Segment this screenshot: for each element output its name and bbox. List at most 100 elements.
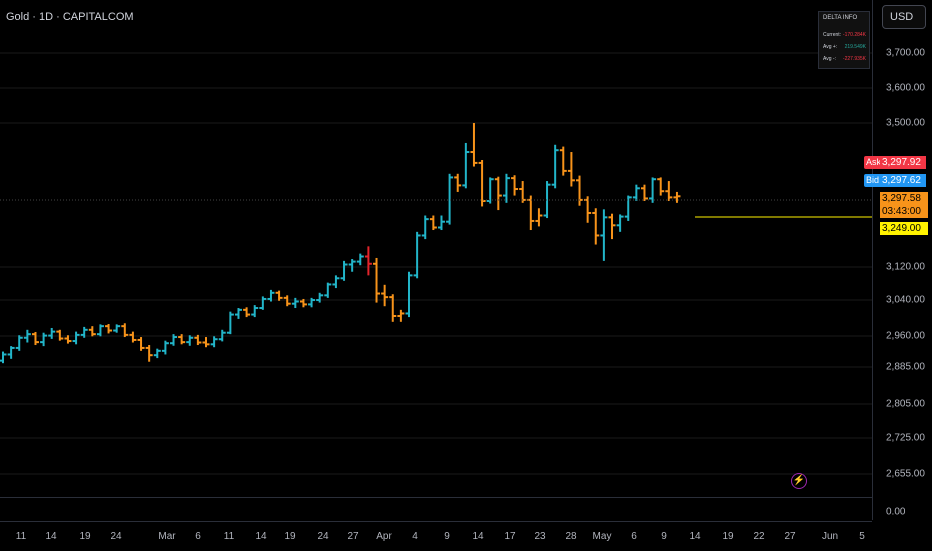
ohlc-bar	[186, 335, 194, 346]
ohlc-bar	[48, 327, 56, 339]
ohlc-bar	[543, 181, 551, 219]
ohlc-bar	[202, 337, 210, 348]
price-tick: 3,500.00	[886, 117, 925, 129]
time-tick: 9	[444, 531, 450, 542]
ohlc-bar	[299, 298, 307, 308]
time-tick: Jun	[821, 531, 839, 542]
ohlc-bar	[137, 337, 145, 351]
ohlc-bar	[291, 297, 299, 309]
delta-value: 219.549K	[844, 44, 866, 50]
bar-countdown: 03:43:00	[880, 205, 928, 218]
indicator-pane[interactable]	[0, 497, 872, 522]
delta-info-title: DELTA INFO	[823, 15, 858, 21]
ohlc-bar	[446, 173, 454, 225]
ohlc-bar	[494, 176, 502, 211]
ohlc-bar	[373, 257, 381, 303]
ohlc-bar	[332, 275, 340, 289]
price-tick: 3,600.00	[886, 82, 925, 94]
ask-tag: Ask	[864, 156, 882, 169]
alert-price-label[interactable]: 3,249.00	[880, 222, 928, 235]
ohlc-bar	[673, 191, 681, 203]
ohlc-bar	[462, 142, 470, 189]
price-tick: 0.00	[886, 506, 906, 518]
ohlc-bar	[0, 351, 7, 364]
time-tick: Mar	[158, 531, 176, 542]
time-tick: 17	[504, 531, 516, 542]
ohlc-bar	[31, 331, 39, 346]
ohlc-bar	[275, 290, 283, 301]
price-tick: 2,655.00	[886, 468, 925, 480]
ohlc-bar	[7, 346, 15, 359]
ohlc-bar	[308, 297, 316, 308]
ohlc-bar	[105, 323, 113, 334]
time-tick: 19	[79, 531, 91, 542]
price-scale[interactable]: 3,700.00 3,600.00 3,500.00 3,120.00 3,04…	[872, 0, 932, 520]
ohlc-bar	[389, 294, 397, 322]
ohlc-bar	[170, 334, 178, 346]
price-chart[interactable]	[0, 0, 872, 497]
symbol-title[interactable]: Gold · 1D · CAPITALCOM	[6, 11, 134, 23]
ohlc-bar	[551, 144, 559, 189]
time-tick: 24	[110, 531, 122, 542]
ohlc-bar	[405, 271, 413, 318]
time-tick: 14	[689, 531, 701, 542]
time-tick: 14	[472, 531, 484, 542]
ohlc-bar	[502, 173, 510, 203]
ohlc-bar	[243, 307, 251, 318]
ohlc-bar	[470, 123, 478, 167]
ohlc-bar	[23, 329, 31, 343]
ohlc-bar	[259, 296, 267, 310]
ohlc-bar	[72, 331, 80, 345]
chart-area[interactable]: Gold · 1D · CAPITALCOM	[0, 0, 872, 497]
delta-value: -227.935K	[842, 56, 866, 62]
ohlc-bar	[527, 195, 535, 231]
ohlc-bar	[226, 311, 234, 335]
delta-info-panel: DELTA INFO Current: -170.284K Avg +: 219…	[818, 11, 870, 69]
delta-label: Current:	[823, 32, 842, 38]
price-tick: 3,700.00	[886, 47, 925, 59]
ohlc-bar	[600, 209, 608, 261]
ohlc-bar	[80, 326, 88, 338]
ohlc-bar	[592, 208, 600, 245]
price-tick: 2,960.00	[886, 330, 925, 342]
time-axis[interactable]: 11 14 19 24 Mar 6 11 14 19 24 27 Apr 4 9…	[0, 521, 872, 551]
ohlc-bar	[129, 331, 137, 343]
ohlc-bar	[454, 173, 462, 192]
ohlc-bar	[348, 259, 356, 272]
currency-button[interactable]: USD	[882, 5, 926, 29]
ohlc-bar	[218, 329, 226, 342]
ohlc-bar	[251, 305, 259, 318]
lightning-icon[interactable]: ⚡	[791, 473, 807, 489]
ohlc-bar	[15, 335, 23, 351]
ohlc-bar	[96, 324, 104, 337]
ohlc-bar	[88, 326, 96, 337]
ohlc-bar	[178, 334, 186, 345]
time-tick: 4	[412, 531, 418, 542]
time-tick: 23	[534, 531, 546, 542]
ohlc-bar	[145, 345, 153, 362]
delta-label: Avg -:	[823, 56, 836, 62]
ohlc-bar	[608, 213, 616, 240]
time-tick: 11	[15, 531, 27, 542]
bid-price-label: 3,297.62	[880, 174, 926, 187]
ohlc-bar	[381, 284, 389, 307]
ohlc-bar	[153, 348, 161, 359]
delta-row-avg-plus: Avg +: 219.549K	[823, 44, 866, 52]
time-tick: 11	[223, 531, 235, 542]
time-tick: 6	[195, 531, 201, 542]
ohlc-bar	[234, 308, 242, 319]
time-tick: 28	[565, 531, 577, 542]
ohlc-bar	[40, 332, 48, 347]
ohlc-bar	[194, 334, 202, 346]
ohlc-bar	[356, 253, 364, 266]
last-price-label: 3,297.58	[880, 192, 928, 205]
ohlc-bar	[340, 260, 348, 281]
time-tick: 27	[347, 531, 359, 542]
price-tick: 2,725.00	[886, 432, 925, 444]
ohlc-bar	[657, 177, 665, 196]
ohlc-bar	[283, 295, 291, 307]
ohlc-bar	[632, 184, 640, 202]
ohlc-bar	[559, 146, 567, 176]
ohlc-bar	[413, 231, 421, 279]
delta-row-avg-minus: Avg -: -227.935K	[823, 56, 866, 64]
